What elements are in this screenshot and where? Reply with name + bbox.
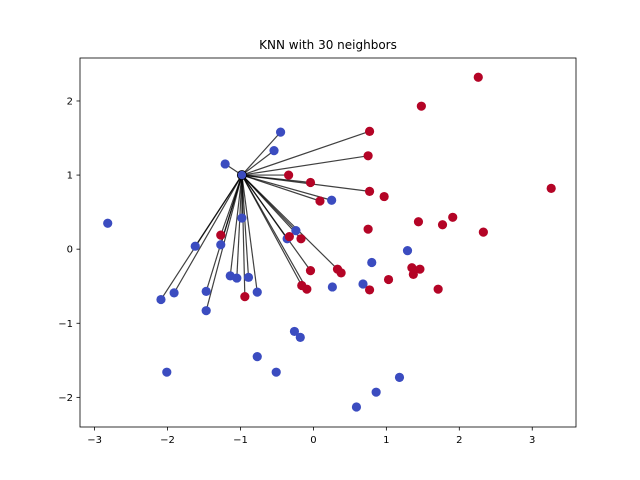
neighbor-lines [160,130,370,311]
point-class1-28 [478,227,488,237]
point-class1-14 [364,126,375,136]
point-class0-17 [271,367,281,377]
point-class0-26 [358,279,368,289]
neighbor-line-15 [241,131,282,176]
point-class1-0 [216,230,226,240]
neighbor-line-14 [241,150,275,176]
point-class0-2 [162,367,172,377]
point-class0-0 [103,218,113,228]
neighbor-line-27 [241,155,369,176]
neighbor-line-13 [241,174,258,293]
point-class1-3 [284,231,294,242]
point-class1-8 [305,266,316,276]
point-class1-18 [383,274,394,285]
y-tick-label: −1 [58,319,73,330]
neighbor-line-8 [229,175,243,276]
x-tick-label: 1 [383,435,389,446]
point-class0-10 [232,273,242,283]
neighbor-line-28 [241,130,370,176]
point-class1-7 [305,177,316,188]
point-class0-22 [295,332,305,342]
point-class0-23 [327,195,337,205]
point-class1-22 [415,264,425,274]
x-tick-label: −1 [233,435,248,446]
x-axis-ticks: −3 −2 −1 0 1 2 3 [87,427,535,446]
point-class1-21 [413,217,424,227]
point-class0-7 [216,240,226,250]
point-class1-2 [284,170,294,180]
point-class0-1 [156,294,166,305]
neighbor-line-29 [241,174,370,192]
chart-title: KNN with 30 neighbors [259,38,397,52]
point-class0-16 [269,146,279,156]
neighbor-line-21 [241,174,308,290]
point-class0-27 [367,257,377,268]
point-class0-28 [371,387,381,397]
point-class1-16 [364,285,375,295]
x-tick-label: −3 [87,435,102,446]
point-class0-21 [291,226,301,236]
point-class1-17 [379,191,389,202]
point-class0-8 [220,159,230,169]
neighbor-line-1 [173,174,243,294]
data-points [103,72,556,412]
point-class0-3 [169,288,179,298]
point-class1-15 [364,186,375,196]
y-axis-ticks: −2 −1 0 1 2 [58,96,80,404]
neighbor-line-25 [241,174,332,201]
point-class1-23 [416,101,426,111]
point-class1-1 [240,291,250,302]
point-class1-12 [363,151,373,161]
neighbor-line-2 [194,174,243,247]
query-point [236,170,247,181]
point-class0-12 [237,213,247,223]
point-class0-25 [351,402,362,412]
point-class1-11 [336,268,346,278]
point-class0-24 [327,282,337,292]
point-class0-20 [289,326,300,337]
point-class0-13 [243,272,254,282]
neighbor-line-23 [241,174,311,272]
point-class0-14 [252,287,262,297]
neighbor-line-9 [236,175,243,279]
point-class0-5 [201,286,211,297]
neighbor-line-24 [241,174,321,202]
point-class1-29 [546,183,556,194]
point-class1-26 [448,212,458,222]
point-class0-29 [394,372,405,382]
point-class0-6 [201,306,211,316]
x-tick-label: −2 [160,435,175,446]
point-class0-15 [252,352,262,362]
x-tick-label: 0 [310,435,316,446]
point-class1-6 [302,284,312,294]
point-class1-20 [408,269,418,279]
x-tick-label: 3 [529,435,535,446]
point-class0-18 [275,127,286,137]
neighbor-line-12 [241,175,250,278]
y-tick-label: −2 [58,393,73,404]
point-class1-13 [363,224,373,234]
point-class1-4 [296,234,306,244]
plot-frame [79,57,577,428]
neighbor-line-6 [220,174,243,236]
y-tick-label: 1 [67,171,73,182]
point-class1-9 [315,196,325,206]
x-tick-label: 2 [456,435,462,446]
point-class1-25 [437,220,448,230]
point-class0-4 [190,241,200,251]
neighbor-line-19 [241,174,302,240]
neighbor-line-26 [241,174,338,270]
y-tick-label: 0 [67,245,73,256]
point-class0-30 [402,246,413,256]
axes [79,57,577,428]
point-class1-27 [473,72,483,82]
y-tick-label: 2 [67,96,73,107]
point-class1-24 [433,284,443,294]
